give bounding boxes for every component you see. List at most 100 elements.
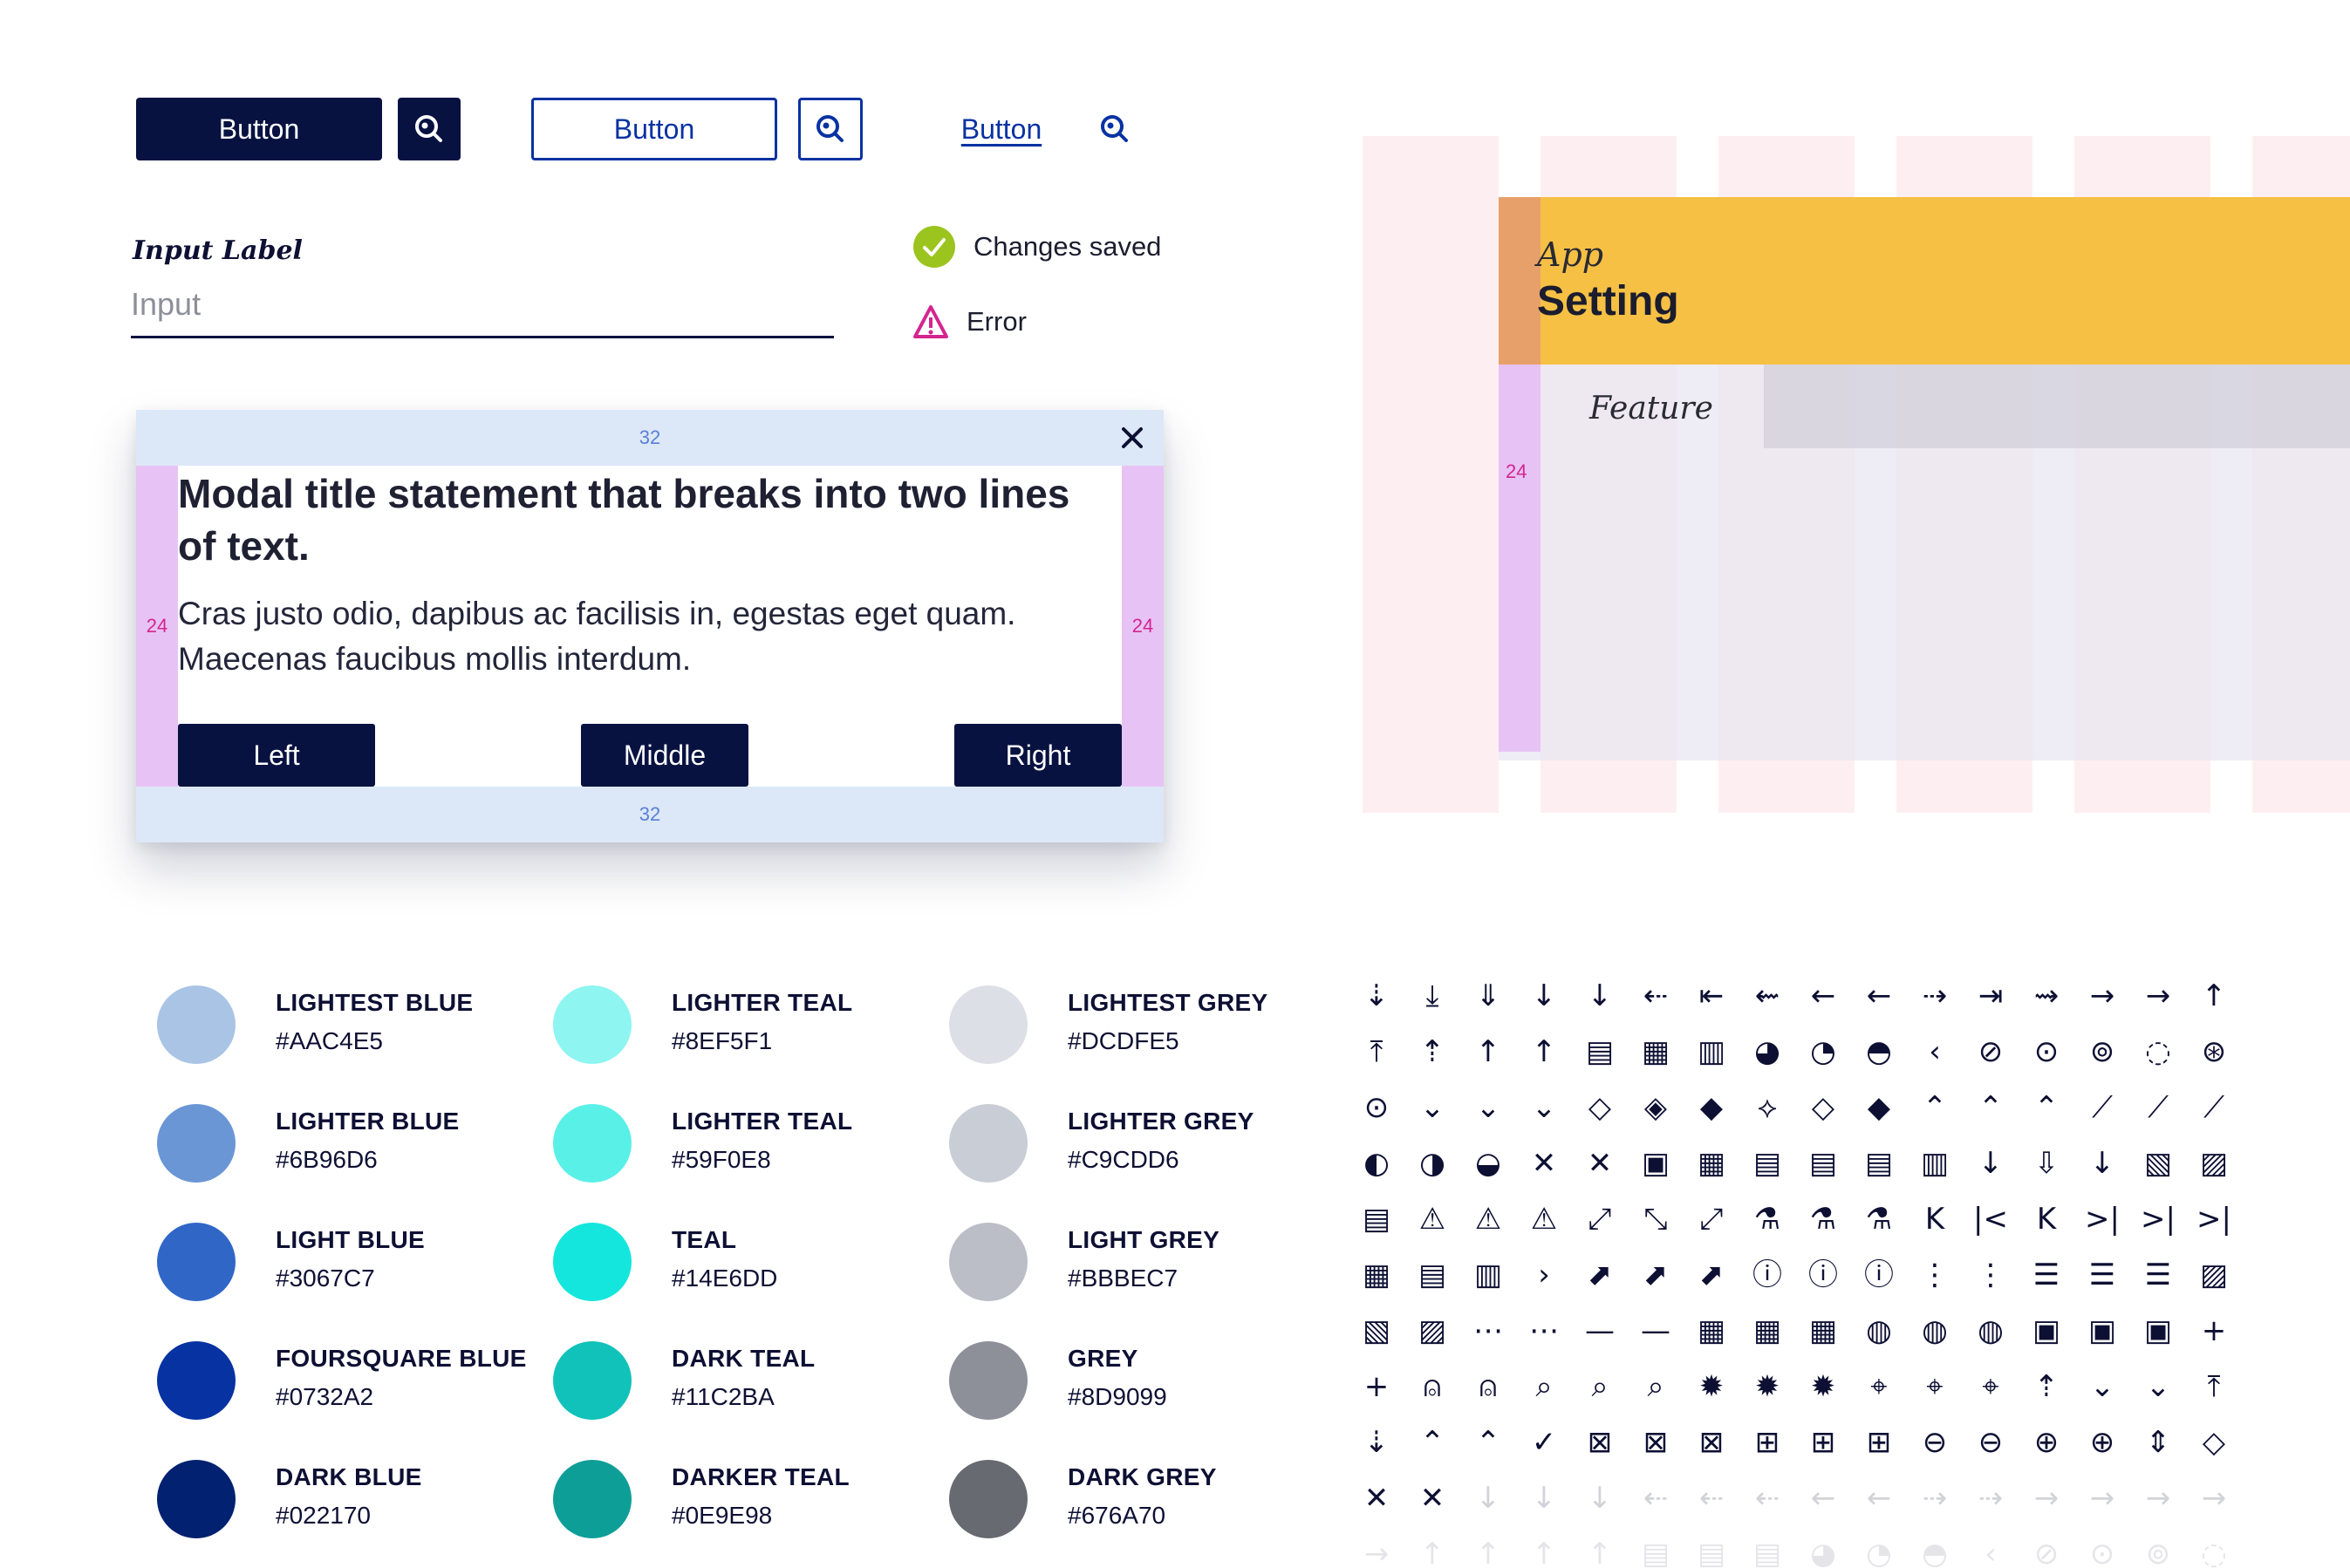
- glyph-icon: ⊖: [1922, 1425, 1948, 1460]
- glyph-icon: ⌃: [1419, 1425, 1445, 1460]
- app-label: App: [1537, 235, 1604, 274]
- glyph-icon: ▤: [1752, 1537, 1782, 1568]
- glyph-icon: ▦: [1697, 1146, 1726, 1181]
- text-input[interactable]: Input: [131, 286, 834, 338]
- color-swatch: [157, 1104, 236, 1183]
- glyph-icon: +: [2201, 1313, 2227, 1348]
- glyph-icon: ⬈: [1587, 1258, 1613, 1292]
- glyph-icon: ⇠: [1698, 1481, 1725, 1516]
- glyph-icon: ›: [1538, 1258, 1550, 1292]
- modal-left-button[interactable]: Left: [178, 724, 375, 787]
- glyph-icon: ▤: [1864, 1146, 1894, 1181]
- glyph-icon: ▧: [2143, 1146, 2173, 1181]
- color-swatch: [949, 1223, 1028, 1301]
- glyph-icon: ◍: [1922, 1313, 1948, 1348]
- glyph-icon: ⌃: [1978, 1090, 2004, 1125]
- glyph-icon: ⚠: [1530, 1202, 1558, 1237]
- setting-label: Setting: [1537, 278, 1679, 324]
- glyph-icon: ⇝: [2033, 978, 2060, 1013]
- primary-icon-button[interactable]: [398, 98, 461, 160]
- tertiary-button[interactable]: Button: [942, 98, 1061, 160]
- glyph-icon: ◒: [1475, 1146, 1501, 1181]
- color-name: LIGHTER TEAL: [672, 1108, 853, 1135]
- glyph-icon: ✕: [1587, 1146, 1613, 1181]
- modal-title: Modal title statement that breaks into t…: [178, 471, 1070, 569]
- primary-button[interactable]: Button: [136, 98, 382, 160]
- glyph-icon: ↑: [1587, 1537, 1613, 1568]
- glyph-icon: ⌃: [2033, 1090, 2060, 1125]
- color-swatch: [949, 985, 1028, 1064]
- modal-padding-left: 24: [136, 466, 178, 787]
- secondary-button-label: Button: [613, 112, 695, 145]
- glyph-icon: ⚠: [1418, 1202, 1446, 1237]
- glyph-icon: ◕: [1810, 1537, 1836, 1568]
- glyph-icon: ⤒: [2207, 1369, 2221, 1404]
- glyph-icon: ▧: [1362, 1313, 1391, 1348]
- glyph-icon: ✓: [1531, 1425, 1557, 1460]
- color-name: FOURSQUARE BLUE: [276, 1345, 527, 1372]
- search-icon: [1101, 115, 1128, 142]
- glyph-icon: ✹: [1698, 1369, 1725, 1404]
- glyph-icon: ◕: [1754, 1034, 1780, 1069]
- glyph-icon: →: [2201, 1481, 2227, 1516]
- color-name: LIGHTER GREY: [1068, 1108, 1254, 1135]
- color-hex: #6B96D6: [276, 1146, 378, 1173]
- color-name: DARK BLUE: [276, 1463, 422, 1490]
- modal-close-button[interactable]: [1117, 422, 1148, 453]
- glyph-icon: ⊚: [2145, 1537, 2171, 1568]
- glyph-icon: ⇠: [1643, 1481, 1669, 1516]
- color-swatch: [553, 1223, 632, 1301]
- right-button-label: Right: [1005, 739, 1071, 771]
- color-swatch: [157, 1460, 236, 1538]
- color-name: DARK TEAL: [672, 1345, 816, 1372]
- glyph-icon: ⇜: [1754, 978, 1780, 1013]
- glyph-icon: ⌃: [1922, 1090, 1948, 1125]
- glyph-icon: ↓: [1587, 1481, 1613, 1516]
- glyph-icon: →: [2089, 978, 2115, 1013]
- glyph-icon: ⌕: [1591, 1369, 1609, 1404]
- tertiary-button-label: Button: [960, 112, 1042, 145]
- glyph-icon: ▤: [1697, 1537, 1726, 1568]
- color-hex: #14E6DD: [672, 1265, 778, 1292]
- glyph-icon: ↑: [1475, 1537, 1501, 1568]
- glyph-icon: ⌖: [1926, 1369, 1944, 1404]
- glyph-icon: ⋯: [1529, 1313, 1559, 1348]
- app-header-accent: [1499, 197, 1540, 365]
- glyph-icon: ✕: [1419, 1481, 1445, 1516]
- modal-padding-top: 32: [136, 410, 1164, 466]
- modal-right-button[interactable]: Right: [954, 724, 1122, 787]
- glyph-icon: ⚗: [1865, 1202, 1893, 1237]
- grid-column: [1363, 136, 1499, 813]
- glyph-icon: ⓘ: [1864, 1258, 1894, 1292]
- check-circle-icon: [913, 226, 955, 268]
- glyph-icon: →: [2033, 1481, 2060, 1516]
- glyph-icon: ↑: [1419, 1537, 1445, 1568]
- glyph-icon: ▨: [2199, 1258, 2229, 1292]
- color-hex: #59F0E8: [672, 1146, 771, 1173]
- secondary-button[interactable]: Button: [531, 98, 777, 160]
- glyph-icon: ⟋: [2203, 1090, 2224, 1125]
- glyph-icon: ⊕: [2033, 1425, 2060, 1460]
- glyph-icon: ✹: [1810, 1369, 1836, 1404]
- glyph-icon: ▦: [1808, 1313, 1838, 1348]
- glyph-icon: ▦: [1697, 1313, 1726, 1348]
- warning-triangle-icon: [913, 305, 948, 338]
- glyph-icon: ◇: [1588, 1090, 1612, 1125]
- glyph-icon: >|: [2085, 1202, 2120, 1237]
- color-hex: #DCDFE5: [1068, 1027, 1179, 1054]
- search-icon: [415, 115, 442, 142]
- glyph-icon: ▣: [2143, 1313, 2173, 1348]
- tertiary-icon-button[interactable]: [1097, 112, 1132, 147]
- glyph-icon: ☰: [2032, 1258, 2060, 1292]
- glyph-icon: ▨: [1418, 1313, 1447, 1348]
- color-name: LIGHT GREY: [1068, 1226, 1220, 1253]
- glyph-icon: ⊘: [1978, 1034, 2004, 1069]
- secondary-icon-button[interactable]: [798, 98, 863, 160]
- search-icon: [816, 115, 844, 142]
- glyph-icon: ▦: [1641, 1034, 1670, 1069]
- glyph-icon: ⊞: [1866, 1425, 1892, 1460]
- glyph-icon: ⓘ: [1752, 1258, 1782, 1292]
- glyph-icon: ←: [1810, 1481, 1836, 1516]
- modal-middle-button[interactable]: Middle: [581, 724, 748, 787]
- glyph-icon: ▥: [1920, 1146, 1950, 1181]
